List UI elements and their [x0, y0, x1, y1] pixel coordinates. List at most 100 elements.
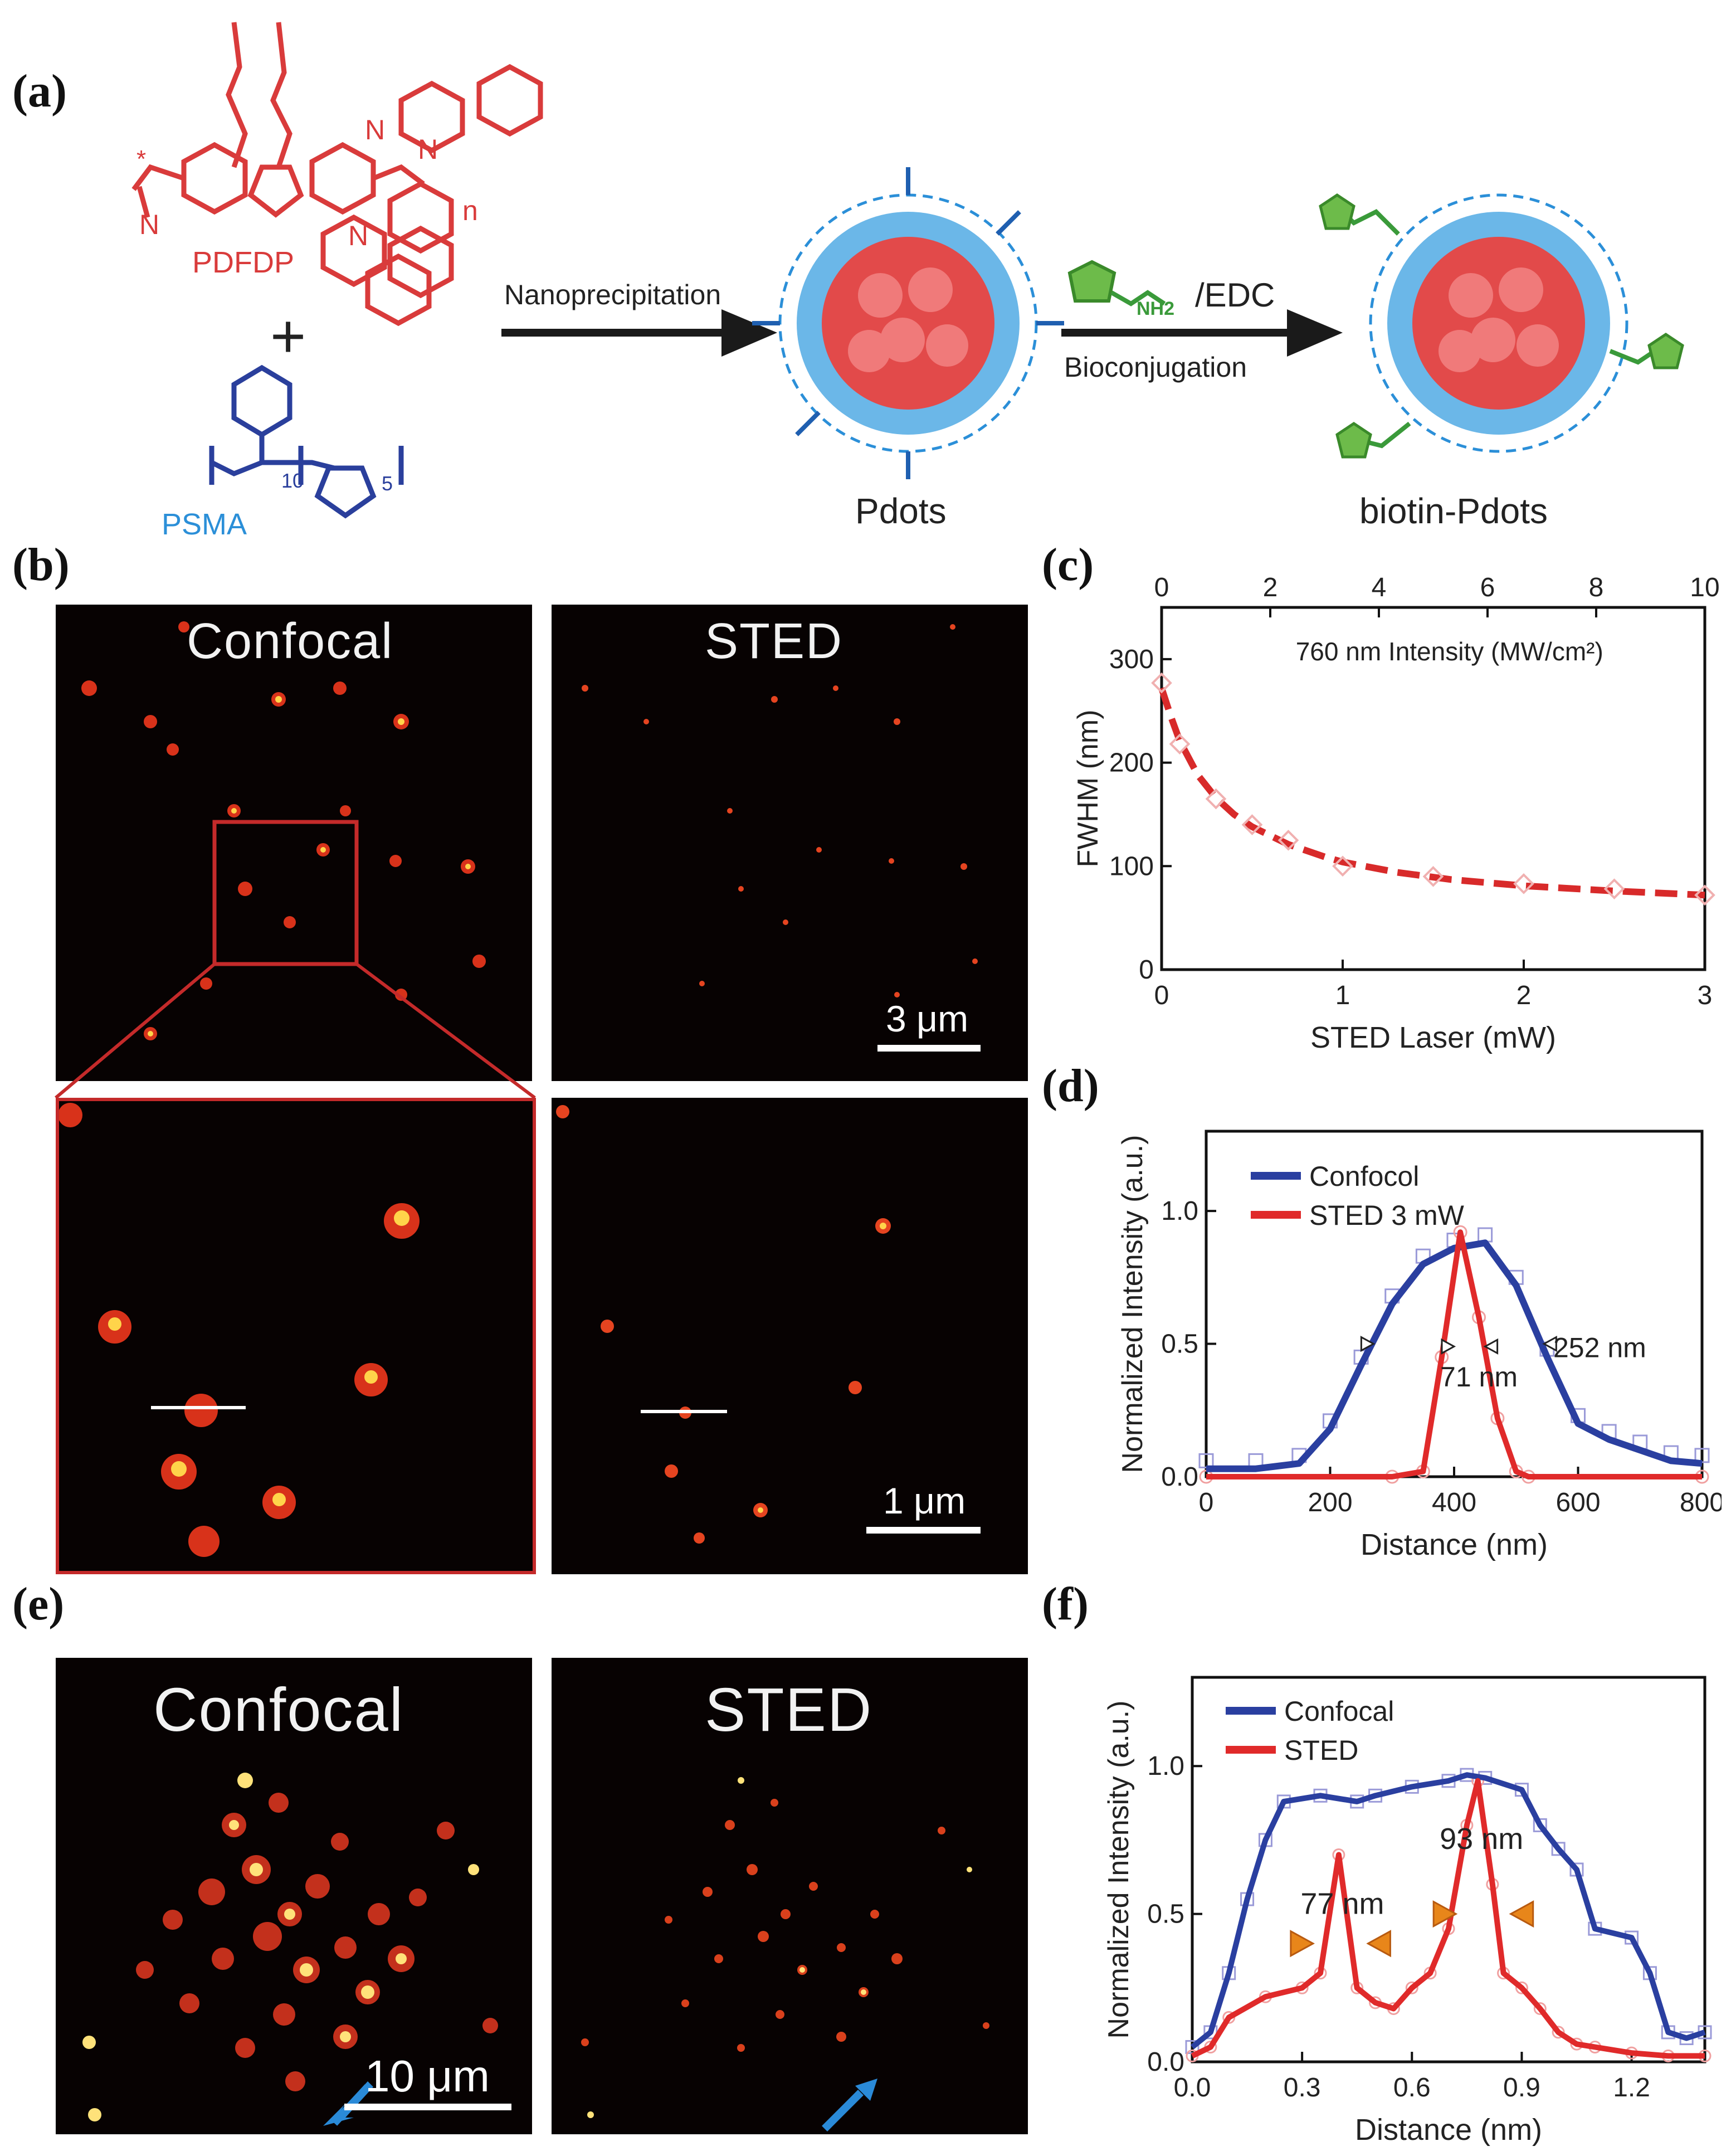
data-point-diamond	[1241, 814, 1263, 835]
x-tick-label: 0	[1154, 981, 1169, 1010]
x-tick-label: 3	[1698, 981, 1713, 1010]
fwhm-marker	[1441, 1338, 1456, 1355]
confocal-title-e: Confocal	[153, 1676, 404, 1744]
nanoprecipitation-label: Nanoprecipitation	[504, 279, 721, 310]
arrow-nanoprecipitation	[501, 309, 777, 357]
data-point-diamond	[1694, 884, 1715, 906]
confocal-marker	[1551, 1842, 1566, 1856]
x-tick-label: 0.0	[1174, 2073, 1211, 2103]
fwhm-arrow	[1509, 1900, 1534, 1928]
confocal-title-b: Confocal	[187, 614, 394, 669]
fwhm-arrow	[1432, 1900, 1458, 1928]
plus-sign: +	[270, 302, 306, 371]
legend-label-sted: STED 3 mW	[1309, 1200, 1465, 1231]
pdfdp-n-amine-1: N	[418, 134, 438, 165]
pdfdp-n-amine-2: N	[348, 220, 368, 251]
nh2-label: NH2	[1137, 298, 1175, 319]
panel-label-a: (a)	[12, 65, 67, 117]
psma-label: PSMA	[162, 508, 247, 541]
pdfdp-asterisk-left: *	[136, 145, 146, 173]
x-axis-label: Distance (nm)	[1361, 1528, 1548, 1561]
sted-cell-spots	[581, 1777, 989, 2131]
bioconjugation-label: Bioconjugation	[1064, 352, 1247, 383]
psma-subscript-10: 10	[281, 469, 304, 492]
x-tick-label: 0	[1199, 1488, 1214, 1517]
biotin-reagent-icon	[1067, 260, 1166, 306]
y-tick-label: 1.0	[1147, 1751, 1184, 1781]
y-tick-label: 0	[1139, 955, 1154, 985]
edc-label: /EDC	[1195, 276, 1275, 314]
psma-subscript-5: 5	[382, 472, 393, 495]
confocal-zoom-spots	[59, 1103, 420, 1557]
data-point-diamond	[1205, 788, 1227, 810]
fit-curve	[1158, 687, 1705, 899]
chart-f-profile: 0.0 0.3 0.6 0.9 1.2 0.0 0.5 1.0 Distance (nm) Nor…	[1103, 1676, 1712, 2147]
plot-frame	[1205, 1130, 1704, 1478]
x-tick-label: 1.2	[1613, 2073, 1650, 2103]
pdfdp-subscript-n: n	[462, 195, 478, 226]
chart-c-fwhm: 0 1 2 3 0 100 200 300 STED Laser (mW) FWHM (nm) 0 2…	[1072, 573, 1720, 1054]
fwhm-arrow	[1366, 1930, 1391, 1958]
fwhm-marker	[1542, 1336, 1557, 1352]
annotation-77nm: 77 nm	[1300, 1887, 1384, 1921]
annotation-252nm: 252 nm	[1553, 1332, 1646, 1363]
sted-marker	[1533, 2002, 1547, 2015]
panel-label-b: (b)	[12, 539, 70, 591]
panel-label-f: (f)	[1042, 1578, 1089, 1630]
panel-b-sted-zoom: 1 μm	[552, 1098, 1028, 1574]
scalebar-10um	[344, 2104, 511, 2110]
panel-b-confocal-zoom	[56, 1098, 536, 1574]
x-tick-label: 0.9	[1503, 2073, 1540, 2103]
y-tick-label: 300	[1109, 645, 1154, 674]
y-axis-label: FWHM (nm)	[1072, 709, 1104, 867]
y-tick-label: 0.5	[1161, 1330, 1198, 1359]
scalebar-label-10um: 10 μm	[365, 2051, 490, 2101]
x-tick-label: 0.6	[1393, 2073, 1431, 2103]
scalebar-label-3um: 3 μm	[886, 998, 969, 1039]
pdots-label: Pdots	[855, 491, 947, 531]
top-tick-label: 10	[1690, 573, 1719, 602]
data-point-diamond	[1422, 866, 1444, 887]
top-tick-label: 6	[1480, 573, 1495, 602]
data-point-diamond	[1332, 855, 1353, 877]
fwhm-arrow	[1290, 1930, 1315, 1958]
y-tick-label: 200	[1109, 748, 1154, 778]
zoom-connector	[55, 962, 536, 1099]
sted-spots	[582, 624, 978, 997]
plot-frame	[1191, 1676, 1706, 2063]
sted-marker	[1552, 2026, 1565, 2039]
data-point-diamond	[1513, 873, 1534, 894]
y-axis-label: Normalized Intensity (a.u.)	[1116, 1135, 1149, 1473]
series-confocal-line	[1190, 1772, 1706, 2050]
confocal-marker	[1533, 1818, 1547, 1832]
y-tick-label: 100	[1109, 851, 1154, 881]
annotation-71nm: 71 nm	[1440, 1361, 1518, 1393]
top-tick-label: 4	[1372, 573, 1387, 602]
series-sted-line	[1206, 1229, 1702, 1479]
x-tick-label: 0.3	[1284, 2073, 1321, 2103]
panel-label-d: (d)	[1042, 1060, 1099, 1112]
sted-marker	[1515, 1981, 1528, 1994]
x-axis-label: STED Laser (mW)	[1310, 1021, 1556, 1054]
legend-label-confocol: Confocol	[1309, 1161, 1419, 1192]
x-tick-label: 400	[1432, 1488, 1476, 1517]
biotin-pdots-label: biotin-Pdots	[1359, 491, 1548, 531]
pdots-particle-icon	[752, 167, 1064, 479]
psma-structure	[209, 364, 404, 519]
x-tick-label: 200	[1308, 1488, 1352, 1517]
top-tick-label: 8	[1589, 573, 1604, 602]
x-tick-label: 600	[1556, 1488, 1600, 1517]
confocal-cell-spots	[82, 1773, 498, 2126]
pdfdp-structure	[131, 22, 543, 327]
panel-e-sted-image: STED	[552, 1658, 1028, 2134]
sted-title-e: STED	[705, 1676, 873, 1744]
sted-marker	[1405, 1981, 1418, 1994]
scalebar-3um	[877, 1045, 981, 1052]
panel-b-confocal-image: Confocal	[56, 605, 532, 1081]
x-axis-label: Distance (nm)	[1355, 2113, 1542, 2147]
scalebar-1um	[866, 1527, 981, 1534]
y-tick-label: 0.0	[1147, 2047, 1184, 2077]
scalebar-label-1um: 1 μm	[883, 1480, 966, 1521]
y-tick-label: 1.0	[1161, 1196, 1198, 1226]
legend-label-sted: STED	[1284, 1735, 1358, 1766]
